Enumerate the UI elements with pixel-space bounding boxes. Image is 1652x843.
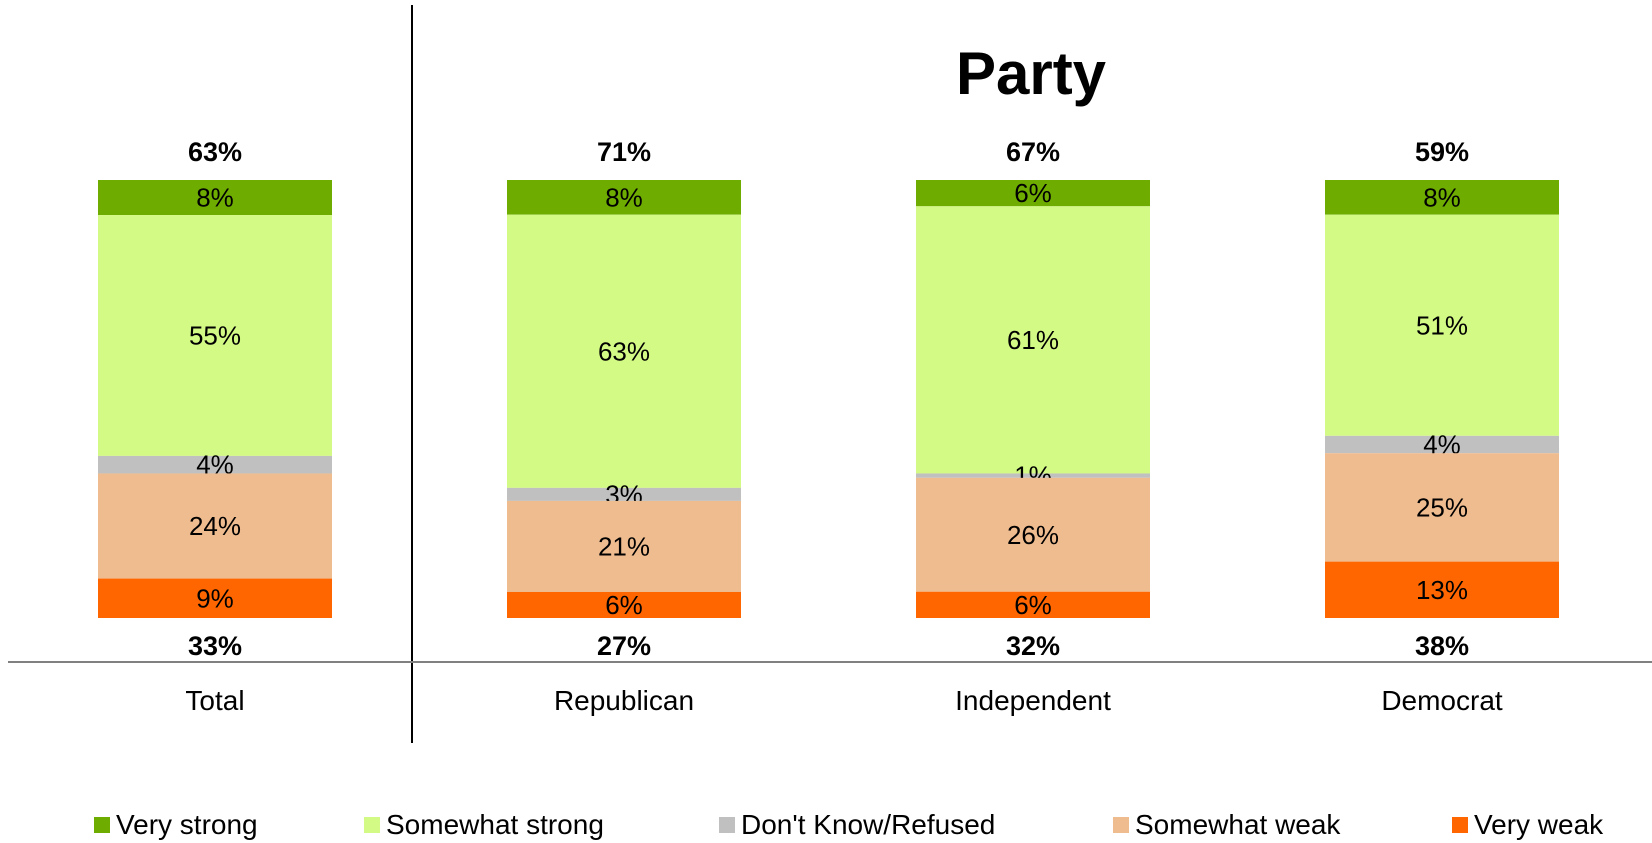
segment-label-independent-somewhat-strong: 61% bbox=[1007, 325, 1059, 355]
legend-swatch-don-t-know-refused bbox=[719, 817, 735, 833]
bottom-total-republican: 27% bbox=[597, 631, 651, 661]
group-title-party: Party bbox=[956, 40, 1107, 107]
segment-label-independent-somewhat-weak: 26% bbox=[1007, 520, 1059, 550]
bars-layer: 8%55%4%24%9%63%33%Total8%63%3%21%6%71%27… bbox=[98, 137, 1559, 716]
bar-segment-total-somewhat-strong bbox=[98, 215, 332, 456]
bottom-total-total: 33% bbox=[188, 631, 242, 661]
legend-label-very-weak: Very weak bbox=[1474, 809, 1604, 840]
legend-item-somewhat-strong: Somewhat strong bbox=[364, 808, 604, 842]
category-label-total: Total bbox=[185, 685, 244, 716]
legend-label-somewhat-weak: Somewhat weak bbox=[1135, 809, 1341, 840]
segment-label-republican-somewhat-strong: 63% bbox=[598, 336, 650, 366]
segment-label-republican-somewhat-weak: 21% bbox=[598, 531, 650, 561]
category-label-democrat: Democrat bbox=[1381, 685, 1503, 716]
legend-swatch-somewhat-weak bbox=[1113, 817, 1129, 833]
bar-segment-republican-don-t-know-refused bbox=[507, 487, 741, 501]
segment-label-total-very-weak: 9% bbox=[196, 583, 234, 613]
bar-segment-democrat-somewhat-weak bbox=[1325, 453, 1559, 562]
bar-segment-independent-don-t-know-refused bbox=[916, 473, 1150, 478]
legend-label-don-t-know-refused: Don't Know/Refused bbox=[741, 809, 996, 840]
bar-segment-republican-very-strong bbox=[507, 180, 741, 215]
segment-label-total-somewhat-weak: 24% bbox=[189, 511, 241, 541]
legend-label-somewhat-strong: Somewhat strong bbox=[386, 809, 604, 840]
top-total-republican: 71% bbox=[597, 137, 651, 167]
bar-segment-republican-somewhat-strong bbox=[507, 214, 741, 488]
bar-segment-total-very-strong bbox=[98, 180, 332, 216]
segment-label-democrat-very-weak: 13% bbox=[1416, 575, 1468, 605]
top-total-independent: 67% bbox=[1006, 137, 1060, 167]
segment-label-total-very-strong: 8% bbox=[196, 183, 234, 213]
legend-label-very-strong: Very strong bbox=[116, 809, 258, 840]
segment-label-democrat-somewhat-strong: 51% bbox=[1416, 310, 1468, 340]
bar-segment-independent-very-weak bbox=[916, 591, 1150, 618]
legend-item-somewhat-weak: Somewhat weak bbox=[1113, 808, 1340, 842]
category-label-independent: Independent bbox=[955, 685, 1111, 716]
segment-label-republican-very-strong: 8% bbox=[605, 182, 643, 212]
bar-segment-republican-very-weak bbox=[507, 591, 741, 618]
bar-segment-total-very-weak bbox=[98, 578, 332, 618]
category-label-republican: Republican bbox=[554, 685, 694, 716]
legend-item-very-weak: Very weak bbox=[1452, 808, 1603, 842]
segment-label-independent-very-strong: 6% bbox=[1014, 178, 1052, 208]
segment-label-democrat-very-strong: 8% bbox=[1423, 182, 1461, 212]
bar-segment-independent-somewhat-strong bbox=[916, 206, 1150, 474]
bar-segment-total-somewhat-weak bbox=[98, 473, 332, 579]
legend: Very strong Somewhat strong Don't Know/Ref… bbox=[0, 808, 1652, 842]
top-total-total: 63% bbox=[188, 137, 242, 167]
segment-label-independent-very-weak: 6% bbox=[1014, 590, 1052, 620]
top-total-democrat: 59% bbox=[1415, 137, 1469, 167]
legend-swatch-very-strong bbox=[94, 817, 110, 833]
segment-label-republican-very-weak: 6% bbox=[605, 590, 643, 620]
legend-item-don-t-know-refused: Don't Know/Refused bbox=[719, 808, 995, 842]
bar-segment-democrat-very-weak bbox=[1325, 561, 1559, 618]
bar-segment-independent-somewhat-weak bbox=[916, 477, 1150, 592]
bar-segment-democrat-very-strong bbox=[1325, 180, 1559, 215]
bottom-total-democrat: 38% bbox=[1415, 631, 1469, 661]
legend-swatch-very-weak bbox=[1452, 817, 1468, 833]
segment-label-democrat-somewhat-weak: 25% bbox=[1416, 492, 1468, 522]
bar-segment-republican-somewhat-weak bbox=[507, 500, 741, 592]
bar-segment-democrat-don-t-know-refused bbox=[1325, 435, 1559, 454]
bar-segment-independent-very-strong bbox=[916, 180, 1150, 207]
bar-segment-democrat-somewhat-strong bbox=[1325, 214, 1559, 436]
legend-item-very-strong: Very strong bbox=[94, 808, 258, 842]
bottom-total-independent: 32% bbox=[1006, 631, 1060, 661]
segment-label-total-somewhat-strong: 55% bbox=[189, 320, 241, 350]
legend-swatch-somewhat-strong bbox=[364, 817, 380, 833]
bar-segment-total-don-t-know-refused bbox=[98, 455, 332, 474]
